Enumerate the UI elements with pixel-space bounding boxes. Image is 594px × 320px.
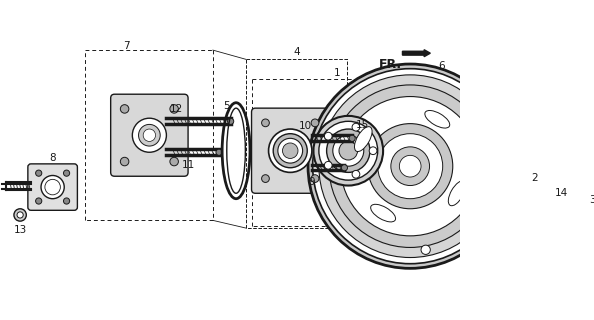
Circle shape bbox=[121, 157, 129, 166]
Text: 13: 13 bbox=[14, 225, 27, 235]
Circle shape bbox=[342, 165, 347, 171]
Circle shape bbox=[312, 69, 508, 264]
Circle shape bbox=[327, 129, 370, 172]
Circle shape bbox=[216, 149, 222, 155]
Circle shape bbox=[228, 118, 233, 124]
Circle shape bbox=[41, 175, 64, 199]
Circle shape bbox=[311, 175, 319, 182]
Text: 14: 14 bbox=[555, 188, 568, 197]
Circle shape bbox=[170, 157, 178, 166]
Text: 4: 4 bbox=[293, 47, 300, 57]
Text: 9: 9 bbox=[309, 177, 315, 187]
Circle shape bbox=[369, 147, 377, 155]
Circle shape bbox=[378, 134, 443, 199]
Circle shape bbox=[562, 211, 594, 245]
Circle shape bbox=[324, 161, 332, 169]
Ellipse shape bbox=[355, 127, 372, 152]
Circle shape bbox=[521, 195, 536, 210]
Circle shape bbox=[14, 209, 26, 221]
Circle shape bbox=[324, 132, 332, 140]
Circle shape bbox=[36, 170, 42, 176]
Text: 3: 3 bbox=[589, 195, 594, 205]
Circle shape bbox=[421, 245, 430, 254]
Circle shape bbox=[261, 119, 269, 127]
Circle shape bbox=[278, 138, 302, 163]
Circle shape bbox=[399, 155, 421, 177]
Circle shape bbox=[45, 179, 61, 195]
FancyBboxPatch shape bbox=[28, 164, 77, 210]
Circle shape bbox=[539, 202, 567, 230]
Text: 5: 5 bbox=[223, 101, 230, 111]
Circle shape bbox=[340, 97, 480, 236]
Circle shape bbox=[308, 64, 513, 268]
Circle shape bbox=[339, 141, 358, 160]
Circle shape bbox=[568, 217, 590, 239]
Circle shape bbox=[132, 118, 166, 152]
Circle shape bbox=[64, 170, 69, 176]
Circle shape bbox=[261, 175, 269, 182]
Text: 6: 6 bbox=[438, 60, 444, 71]
FancyBboxPatch shape bbox=[251, 108, 329, 193]
Circle shape bbox=[333, 135, 364, 166]
Text: 1: 1 bbox=[333, 68, 340, 78]
Circle shape bbox=[311, 119, 319, 127]
Circle shape bbox=[170, 105, 178, 113]
Circle shape bbox=[273, 134, 307, 168]
Bar bbox=[246, 60, 347, 228]
Circle shape bbox=[319, 121, 378, 180]
Text: 12: 12 bbox=[170, 104, 183, 114]
Text: 10: 10 bbox=[299, 121, 312, 131]
FancyArrow shape bbox=[403, 50, 430, 57]
Circle shape bbox=[329, 85, 491, 247]
Circle shape bbox=[64, 198, 69, 204]
Circle shape bbox=[545, 208, 560, 223]
Circle shape bbox=[283, 143, 298, 158]
Text: 15: 15 bbox=[356, 120, 369, 130]
Ellipse shape bbox=[425, 110, 450, 128]
Circle shape bbox=[36, 198, 42, 204]
Circle shape bbox=[368, 124, 453, 209]
Ellipse shape bbox=[371, 204, 396, 222]
Text: 2: 2 bbox=[532, 173, 538, 183]
Text: FR.: FR. bbox=[379, 58, 402, 71]
Text: 7: 7 bbox=[123, 41, 129, 51]
Circle shape bbox=[352, 170, 360, 178]
Circle shape bbox=[121, 105, 129, 113]
Circle shape bbox=[17, 212, 23, 218]
Circle shape bbox=[349, 135, 355, 141]
Circle shape bbox=[549, 212, 557, 220]
Circle shape bbox=[314, 116, 383, 186]
Circle shape bbox=[391, 147, 429, 186]
Circle shape bbox=[138, 124, 160, 146]
Circle shape bbox=[573, 223, 584, 234]
Circle shape bbox=[352, 123, 360, 131]
Text: 11: 11 bbox=[181, 160, 195, 170]
Circle shape bbox=[511, 186, 546, 220]
Ellipse shape bbox=[448, 181, 466, 206]
Text: 8: 8 bbox=[49, 154, 56, 164]
Circle shape bbox=[557, 206, 594, 250]
FancyBboxPatch shape bbox=[110, 94, 188, 176]
Circle shape bbox=[268, 129, 312, 172]
Circle shape bbox=[319, 75, 501, 258]
Circle shape bbox=[143, 129, 156, 141]
